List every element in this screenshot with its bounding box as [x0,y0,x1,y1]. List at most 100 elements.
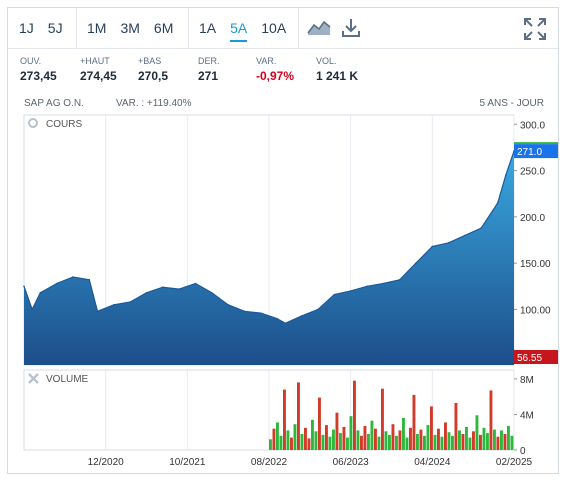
x-tick-label: 08/2022 [251,457,288,468]
price-point [96,310,99,313]
area-chart-icon[interactable] [306,17,332,39]
price-point [162,286,164,289]
volume-bar [395,435,398,450]
stat-label: DER. [198,56,220,66]
volume-bar [409,427,412,450]
y-tick-label: 200.0 [520,213,545,224]
y-tick-label: 4M [520,410,534,421]
stat-value: 271 [198,69,219,83]
price-point [415,262,417,264]
volume-bar [381,388,384,450]
price-point [55,282,58,285]
last-value-label: 271.0 [517,147,542,158]
volume-bar [398,430,402,450]
volume-bar [363,426,367,450]
quote-stats: OUV. 273,45 +HAUT 274,45 +BAS 270,5 DER.… [8,50,558,90]
volume-bar [444,422,447,450]
volume-bar [507,426,510,450]
range-label: 5 ANS - JOUR [479,98,544,109]
stat-value: 270,5 [138,69,169,83]
price-chart[interactable]: 300.0 250.0 200.0 150.00 100.00 COURS 271.0 56.… [8,108,558,478]
period-5j-button[interactable]: 5J [47,20,63,36]
volume-bar [286,430,290,450]
y-tick-label: 150.00 [520,259,551,270]
period-group-medium: 1M 3M 6M [80,8,189,48]
volume-bar [454,402,458,450]
price-point [431,245,434,248]
price-point [333,293,336,296]
price-point [447,241,450,244]
price-point [260,312,262,314]
instrument-name: SAP AG O.N. [24,98,84,109]
last-value-tag [514,144,558,159]
price-point [88,279,91,281]
volume-bar [283,389,286,450]
gear-icon [28,118,38,128]
volume-bar [500,430,503,450]
x-tick-label: 12/2020 [88,457,125,468]
volume-bar [321,434,325,450]
volume-bar [475,415,479,450]
price-point [382,282,385,285]
y-tick-label: 8M [520,375,534,386]
period-1a-button[interactable]: 1A [199,20,217,36]
period-5a-button[interactable]: 5A [230,8,248,48]
volume-bar [370,420,374,450]
volume-bar [339,433,342,450]
chart-widget: 1J 5J 1M 3M 6M 1A 5A 10A [7,7,559,474]
stat-label: VOL. [316,56,337,66]
period-group-short: 1J 5J [12,8,77,48]
volume-bar [353,380,356,450]
period-3m-button[interactable]: 3M [120,20,140,36]
volume-bar [391,424,395,450]
volume-bar [311,419,314,450]
volume-bar [489,390,493,450]
price-point [243,310,246,313]
volume-bar [479,434,482,450]
price-point [113,304,115,306]
volume-bar [468,437,472,450]
price-point [317,308,319,311]
volume-bar [346,437,349,450]
volume-bar [482,427,486,450]
y-tick-label: 0 [520,446,526,457]
volume-bar [461,434,465,450]
period-6m-button[interactable]: 6M [153,20,174,36]
volume-bar [472,431,475,450]
volume-bar [360,435,363,450]
volume-panel-title: VOLUME [46,374,89,385]
download-icon[interactable] [340,17,362,39]
volume-bar [416,434,419,450]
period-10a-button[interactable]: 10A [261,20,287,36]
price-point [31,308,33,311]
variation-label: VAR. : +119.40% [116,98,192,109]
x-tick-label: 02/2025 [496,457,533,468]
volume-bar [290,437,293,450]
volume-bar [503,434,507,450]
volume-bar [304,427,307,450]
y-tick-label: 250.0 [520,167,545,178]
volume-bar [293,424,297,450]
stat-value: 273,45 [20,69,57,83]
volume-bar [384,431,388,450]
volume-bar [367,434,370,450]
y-tick-label: 100.00 [520,305,551,316]
volume-bar [297,382,300,450]
price-line [23,150,515,324]
volume-bar [458,430,461,450]
period-1j-button[interactable]: 1J [19,20,34,36]
volume-bar [437,428,440,450]
price-point [349,290,352,292]
volume-bar [377,436,381,450]
volume-bar [332,429,335,450]
period-1m-button[interactable]: 1M [87,20,107,36]
price-point [300,315,303,317]
stat-label: +BAS [138,56,162,66]
stat-value: -0,97% [256,69,295,83]
price-point [505,174,507,176]
expand-icon[interactable] [522,16,548,42]
volume-bar [279,435,283,450]
price-point [211,291,213,294]
price-point [284,322,287,325]
volume-bar [356,430,360,450]
